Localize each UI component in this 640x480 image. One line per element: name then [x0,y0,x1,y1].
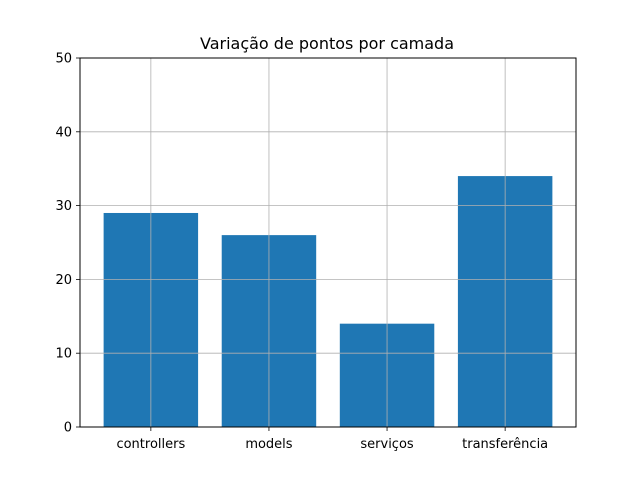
y-tick-label: 30 [55,199,72,214]
bars [103,176,553,427]
x-tick-label: controllers [116,437,185,452]
y-tick-label: 40 [55,125,72,140]
plot-frame [79,57,577,428]
y-tick-label: 0 [64,421,72,436]
y-tick-label: 50 [55,52,72,67]
chart-title: Variação de pontos por camada [200,34,454,53]
x-tick-label: models [245,437,292,452]
y-tick-label: 10 [55,347,72,362]
y-axis-ticks: 0 10 20 30 40 50 [55,52,80,436]
x-tick-label: transferência [462,437,548,452]
x-tick-label: serviços [360,437,414,452]
x-axis-ticks: controllers models serviços transferência [116,427,548,452]
y-tick-label: 20 [55,273,72,288]
